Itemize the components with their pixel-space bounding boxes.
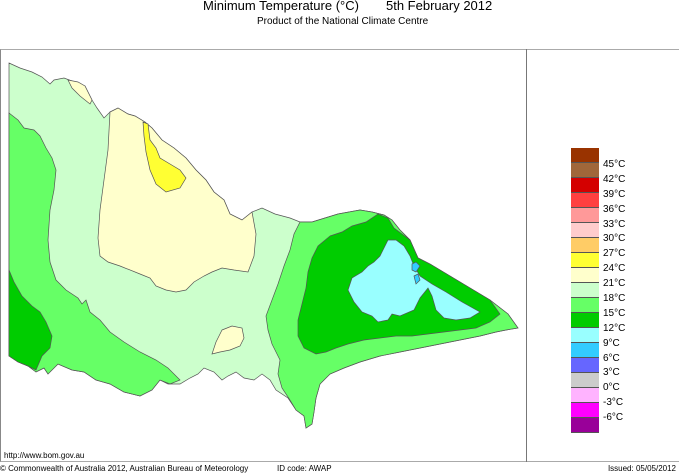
title-date: 5th February 2012: [386, 0, 493, 13]
legend-swatch: [571, 268, 599, 283]
color-legend: [571, 148, 599, 433]
legend-label: 24°C: [603, 263, 626, 275]
zone-21-24-north: [67, 79, 93, 105]
legend-swatch: [571, 403, 599, 418]
zone-12-15-west: [8, 269, 53, 371]
legend-swatch: [571, 223, 599, 238]
legend-label: 3°C: [603, 367, 620, 379]
legend-label: -3°C: [603, 397, 624, 409]
legend-label: 45°C: [603, 159, 626, 170]
copyright: © Commonwealth of Australia 2012, Austra…: [0, 464, 249, 473]
legend-swatch: [571, 298, 599, 313]
zone-21-24-central: [97, 107, 257, 293]
legend-label: 12°C: [603, 322, 626, 334]
zone-9-12: [347, 239, 481, 323]
legend-swatch: [571, 163, 599, 178]
legend-label: 9°C: [603, 337, 620, 349]
legend-swatch: [571, 208, 599, 223]
zone-21-24-bay: [211, 325, 245, 355]
legend-swatch: [571, 178, 599, 193]
legend-swatch: [571, 313, 599, 328]
legend-swatch: [571, 373, 599, 388]
legend-swatch: [571, 283, 599, 298]
legend-swatch: [571, 193, 599, 208]
legend-swatch: [571, 343, 599, 358]
legend-label: 33°C: [603, 218, 626, 230]
legend-label: 21°C: [603, 278, 626, 290]
legend-label: 27°C: [603, 248, 626, 260]
legend-swatch: [571, 328, 599, 343]
legend-swatch: [571, 358, 599, 373]
legend-swatch: [571, 148, 599, 163]
legend-labels: 45°C 42°C 39°C 36°C 33°C 30°C 27°C 24°C …: [603, 158, 625, 426]
title-text: Minimum Temperature (°C): [203, 0, 359, 13]
legend-label: 15°C: [603, 307, 626, 319]
legend-label: 36°C: [603, 203, 626, 215]
zone-15-18-west: [8, 112, 181, 397]
zone-6-9: [411, 261, 421, 285]
legend-label: 6°C: [603, 352, 620, 364]
legend-label: 42°C: [603, 173, 626, 185]
zone-24-27: [142, 121, 187, 193]
legend-label: -6°C: [603, 412, 624, 424]
id-code: ID code: AWAP: [277, 464, 332, 473]
issued-date: Issued: 05/05/2012: [607, 464, 676, 473]
map-frame: [0, 49, 679, 462]
subtitle: Product of the National Climate Centre: [257, 16, 429, 27]
victoria-temperature-map: [8, 62, 519, 429]
legend-label: 30°C: [603, 233, 626, 245]
legend-label: 39°C: [603, 188, 626, 200]
legend-swatch: [571, 238, 599, 253]
frame-divider: [526, 49, 527, 462]
website-link[interactable]: http://www.bom.gov.au: [4, 451, 85, 460]
legend-label: 18°C: [603, 293, 626, 305]
legend-swatch: [571, 418, 599, 433]
legend-label: 0°C: [603, 382, 620, 394]
legend-swatch: [571, 253, 599, 268]
legend-swatch: [571, 388, 599, 403]
